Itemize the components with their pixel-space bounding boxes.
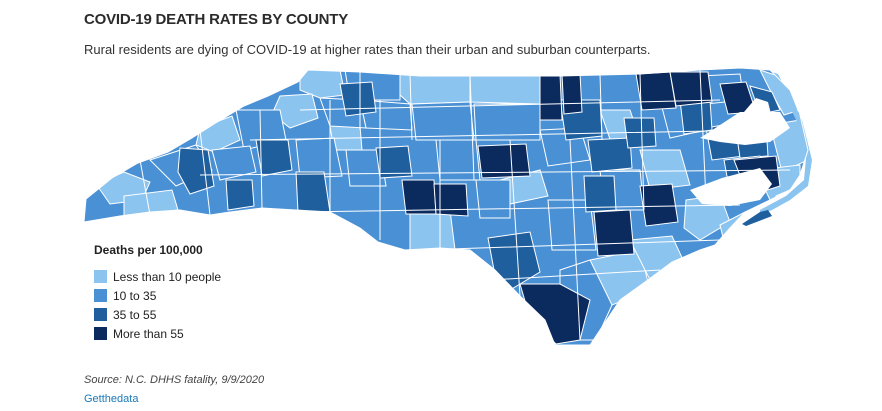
county[interactable] [295, 171, 331, 213]
county[interactable] [409, 209, 456, 251]
county[interactable] [635, 71, 677, 111]
outer-banks [742, 72, 812, 226]
outer-banks-south [742, 210, 772, 226]
legend-label: 10 to 35 [113, 288, 157, 303]
albemarle-sound [700, 112, 790, 145]
county-borders [139, 69, 791, 341]
legend-label: 35 to 55 [113, 307, 157, 322]
county[interactable] [411, 101, 475, 141]
county[interactable] [639, 183, 679, 227]
legend-item-35-to-55: 35 to 55 [94, 305, 221, 324]
legend: Deaths per 100,000 Less than 10 people 1… [94, 243, 221, 343]
credit-link[interactable]: Getthedata [84, 393, 139, 405]
sounds-water [690, 98, 790, 206]
county[interactable] [469, 73, 541, 105]
county[interactable] [195, 115, 241, 153]
legend-swatch [94, 270, 107, 283]
legend-item-less-than-10: Less than 10 people [94, 267, 221, 286]
county[interactable] [211, 145, 257, 181]
legend-swatch [94, 289, 107, 302]
county[interactable] [547, 199, 597, 251]
currituck-sound [744, 98, 772, 118]
county[interactable] [475, 179, 511, 219]
county[interactable] [401, 179, 437, 215]
chart-title: COVID-19 DEATH RATES BY COUNTY [84, 11, 349, 28]
county[interactable] [375, 145, 413, 179]
legend-item-more-than-55: More than 55 [94, 324, 221, 343]
legend-swatch [94, 327, 107, 340]
county[interactable] [339, 81, 377, 117]
county[interactable] [561, 73, 583, 115]
county[interactable] [587, 137, 633, 173]
county[interactable] [639, 149, 691, 191]
counties-less-than-10 [95, 69, 808, 306]
county[interactable] [177, 147, 215, 195]
source-note: Source: N.C. DHHS fatality, 9/9/2020 [84, 374, 265, 386]
legend-label: Less than 10 people [113, 269, 222, 284]
county[interactable] [593, 209, 635, 257]
pamlico-sound [690, 168, 772, 206]
county[interactable] [433, 183, 469, 217]
legend-title: Deaths per 100,000 [94, 243, 203, 257]
county[interactable] [539, 73, 563, 121]
county[interactable] [225, 179, 255, 211]
state-outline [83, 67, 809, 346]
county[interactable] [623, 117, 657, 149]
chart-subtitle: Rural residents are dying of COVID-19 at… [84, 42, 651, 57]
county[interactable] [255, 139, 293, 177]
county[interactable] [583, 175, 617, 213]
legend-label: More than 55 [113, 326, 184, 341]
legend-swatch [94, 308, 107, 321]
legend-item-10-to-35: 10 to 35 [94, 286, 221, 305]
